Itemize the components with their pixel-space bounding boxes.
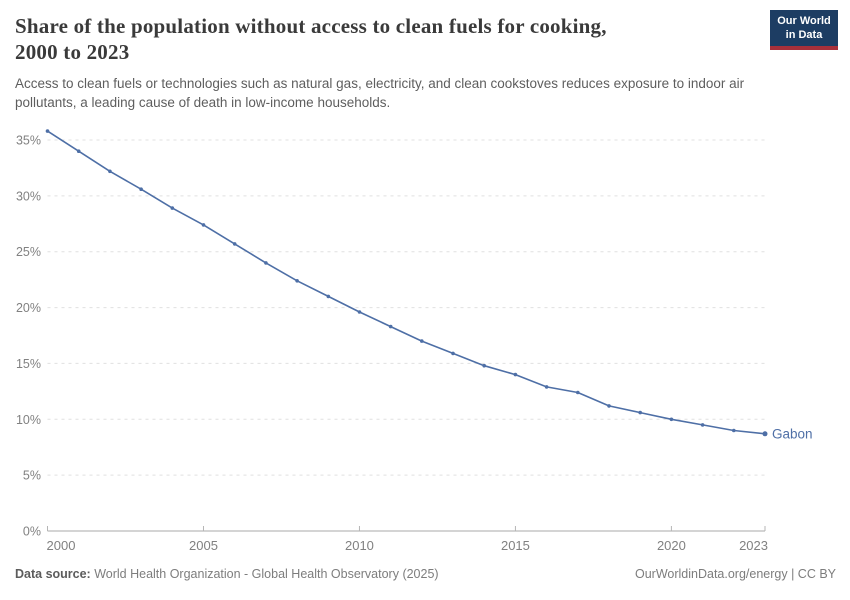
chart-header: Share of the population without access t… <box>15 13 758 112</box>
data-point-2000 <box>45 129 50 133</box>
data-point-2005 <box>201 223 206 227</box>
x-tick-label-2005: 2005 <box>189 538 218 553</box>
x-tick-label-2010: 2010 <box>345 538 374 553</box>
y-tick-label-35: 35% <box>16 134 41 148</box>
x-tick-label-2023: 2023 <box>739 538 768 553</box>
chart-footer: Data source: World Health Organization -… <box>15 567 836 581</box>
y-tick-label-30: 30% <box>16 189 41 203</box>
data-point-2021 <box>700 423 705 427</box>
data-point-2010 <box>357 310 362 314</box>
y-tick-label-20: 20% <box>16 301 41 315</box>
y-tick-label-0: 0% <box>23 525 41 539</box>
data-point-2017 <box>576 390 580 395</box>
owid-logo-accent-bar <box>770 46 838 50</box>
data-point-2008 <box>295 279 299 283</box>
page-title: Share of the population without access t… <box>15 13 758 65</box>
title-line-2: 2000 to 2023 <box>15 40 130 64</box>
data-point-2012 <box>420 339 424 343</box>
data-point-2007 <box>264 261 268 265</box>
owid-logo[interactable]: Our World in Data <box>770 10 838 50</box>
series-end-label-gabon[interactable]: Gabon <box>772 426 813 441</box>
y-tick-label-15: 15% <box>16 357 41 371</box>
data-point-2023 <box>762 431 768 437</box>
y-tick-label-25: 25% <box>16 245 41 259</box>
data-point-2022 <box>732 428 736 433</box>
data-source-text: World Health Organization - Global Healt… <box>90 567 439 581</box>
data-source: Data source: World Health Organization -… <box>15 567 439 581</box>
owid-logo-line-1: Our World <box>777 15 831 27</box>
data-point-2020 <box>669 417 674 422</box>
data-point-2018 <box>607 404 611 408</box>
x-tick-label-2015: 2015 <box>501 538 530 553</box>
y-tick-label-5: 5% <box>23 469 41 483</box>
data-point-2006 <box>232 242 237 246</box>
data-point-2013 <box>451 351 455 356</box>
data-point-2003 <box>139 187 143 191</box>
data-point-2011 <box>388 324 393 329</box>
owid-credit-link[interactable]: OurWorldinData.org/energy | CC BY <box>634 567 836 581</box>
x-tick-label-2020: 2020 <box>657 538 686 553</box>
data-point-2016 <box>544 385 549 389</box>
data-point-2002 <box>108 169 112 174</box>
owid-logo-line-2: in Data <box>785 28 823 41</box>
title-line-1: Share of the population without access t… <box>15 14 607 38</box>
data-point-2014 <box>482 363 487 368</box>
data-source-label: Data source: <box>15 567 91 581</box>
data-point-2015 <box>513 372 518 377</box>
y-tick-label-10: 10% <box>16 413 41 427</box>
gabon-series-line[interactable] <box>46 130 766 435</box>
data-point-2019 <box>638 410 642 415</box>
data-point-2009 <box>326 294 331 299</box>
x-tick-label-2000: 2000 <box>47 538 76 553</box>
chart-subtitle: Access to clean fuels or technologies su… <box>15 76 745 110</box>
data-point-2004 <box>170 206 175 210</box>
data-point-2001 <box>76 149 81 153</box>
